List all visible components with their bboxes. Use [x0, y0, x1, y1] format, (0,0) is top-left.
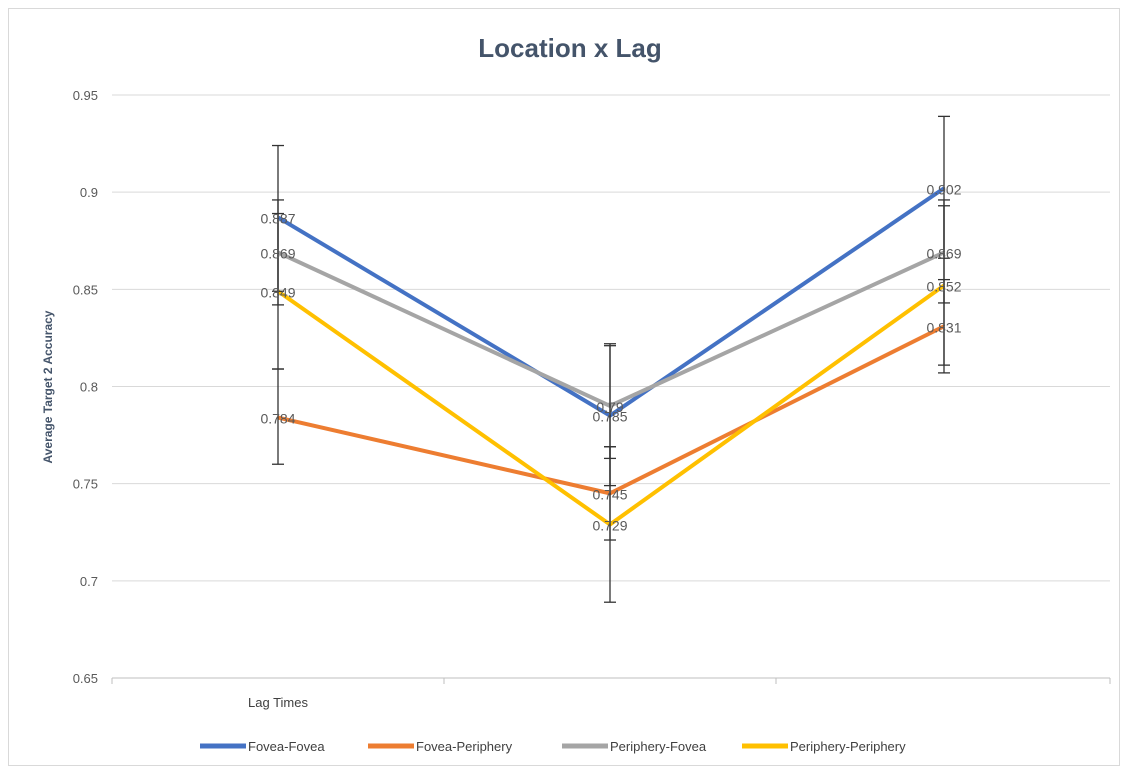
legend-label: Fovea-Periphery	[416, 739, 513, 754]
data-label: 0.869	[926, 245, 961, 261]
y-tick-label: 0.7	[80, 574, 98, 589]
y-tick-label: 0.9	[80, 185, 98, 200]
y-axis-label: Average Target 2 Accuracy	[41, 310, 55, 463]
legend-label: Fovea-Fovea	[248, 739, 325, 754]
chart-title: Location x Lag	[478, 33, 661, 63]
data-label: 0.902	[926, 181, 961, 197]
legend-label: Periphery-Periphery	[790, 739, 906, 754]
data-label: 0.887	[260, 210, 295, 226]
data-label: 0.745	[592, 486, 627, 502]
data-label: 0.729	[592, 517, 627, 533]
data-label: 0.785	[592, 409, 627, 425]
data-label: 0.849	[260, 284, 295, 300]
data-label: 0.869	[260, 245, 295, 261]
data-label: 0.784	[260, 411, 295, 427]
y-tick-label: 0.95	[73, 88, 98, 103]
series-group	[276, 186, 946, 527]
data-label: 0.79	[596, 399, 623, 415]
series-line-fovea-fovea	[276, 186, 946, 418]
legend: Fovea-Fovea Fovea-Periphery Periphery-Fove…	[200, 739, 906, 754]
y-tick-label: 0.65	[73, 671, 98, 686]
data-labels: 0.887 0.785 0.902 0.784 0.745 0.831 0.869 0.79 0…	[260, 181, 961, 533]
y-tick-label: 0.8	[80, 380, 98, 395]
data-label: 0.831	[926, 319, 961, 335]
data-label: 0.852	[926, 278, 961, 294]
y-tick-label: 0.85	[73, 282, 98, 297]
legend-label: Periphery-Fovea	[610, 739, 707, 754]
error-bars	[272, 115, 950, 603]
x-axis-label: Lag Times	[248, 695, 308, 710]
grid-lines	[112, 94, 1110, 582]
y-tick-label: 0.75	[73, 477, 98, 492]
x-axis	[111, 677, 1111, 684]
y-axis-ticks: 0.95 0.9 0.85 0.8 0.75 0.7 0.65	[73, 88, 98, 686]
